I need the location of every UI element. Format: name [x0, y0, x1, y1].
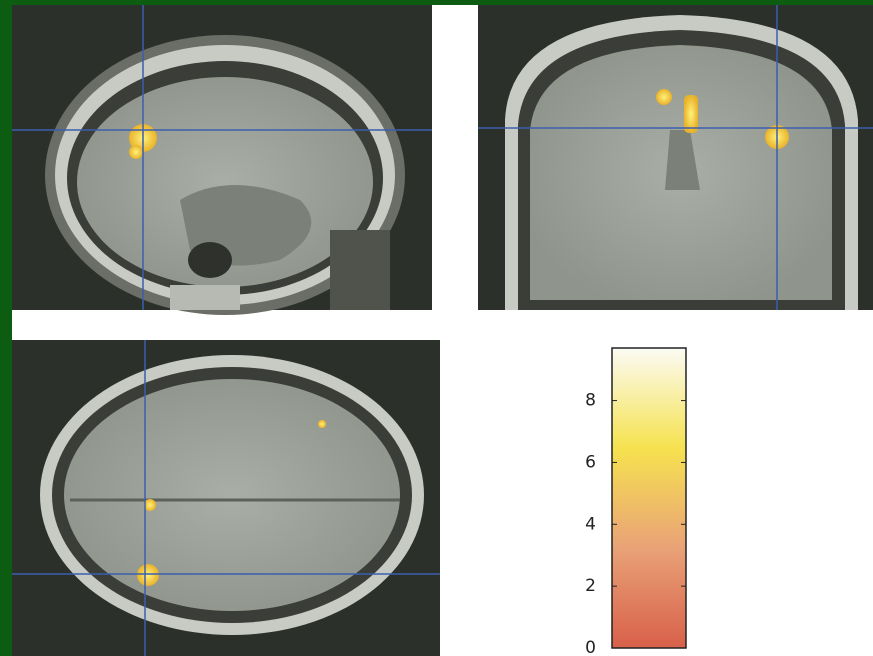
- coronal-panel: [478, 5, 873, 310]
- sagittal-panel: [12, 5, 432, 315]
- tick-label: 2: [585, 576, 596, 596]
- tick-label: 4: [585, 514, 596, 534]
- axial-panel: [12, 340, 440, 656]
- tick-label: 6: [585, 452, 596, 472]
- tick-label: 0: [585, 638, 596, 656]
- colorbar: 0 2 4 6 8: [585, 347, 687, 656]
- tick-label: 8: [585, 391, 596, 411]
- colorbar-fill: [611, 347, 687, 649]
- frame-top: [0, 0, 873, 5]
- frame-left: [0, 0, 12, 656]
